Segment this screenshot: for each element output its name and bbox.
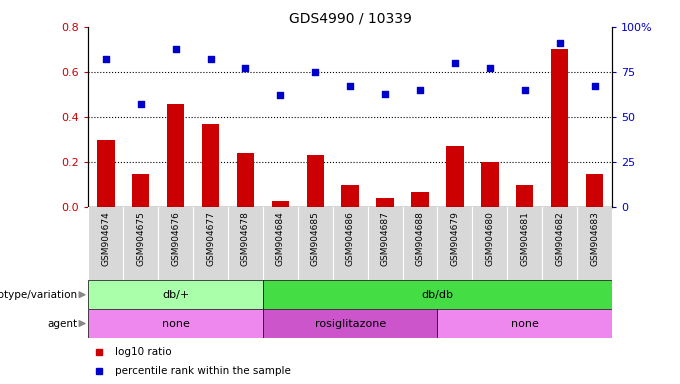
Point (449, 60, 460, 66)
Point (415, 87, 426, 93)
Point (135, 101, 146, 108)
Bar (272, 200, 289, 207)
Bar (437, 309, 612, 338)
Bar (88, 309, 263, 338)
Bar (237, 153, 254, 207)
Text: GSM904680: GSM904680 (486, 211, 494, 266)
Text: db/db: db/db (422, 290, 454, 300)
Text: GSM904676: GSM904676 (171, 211, 180, 266)
Text: GSM904688: GSM904688 (415, 211, 424, 266)
Bar (551, 50, 568, 207)
Bar (377, 198, 394, 207)
Point (345, 83, 356, 89)
Point (101, 56, 112, 63)
Text: agent: agent (48, 318, 78, 329)
Point (310, 69, 321, 75)
Text: GSM904687: GSM904687 (381, 211, 390, 266)
Text: log10 ratio: log10 ratio (114, 347, 171, 357)
Bar (263, 280, 612, 309)
Bar (202, 124, 219, 207)
Bar (341, 185, 359, 207)
Bar (516, 185, 534, 207)
Text: GSM904681: GSM904681 (520, 211, 529, 266)
Bar (132, 174, 150, 207)
Bar (88, 280, 263, 309)
Point (484, 65, 495, 71)
Point (554, 40, 565, 46)
Bar (446, 146, 464, 207)
Title: GDS4990 / 10339: GDS4990 / 10339 (289, 12, 411, 26)
Point (520, 87, 530, 93)
Text: rosiglitazone: rosiglitazone (315, 318, 386, 329)
Text: GSM904683: GSM904683 (590, 211, 599, 266)
Text: genotype/variation: genotype/variation (0, 290, 78, 300)
Text: GSM904677: GSM904677 (206, 211, 215, 266)
Bar (167, 104, 184, 207)
Text: none: none (511, 318, 539, 329)
Text: none: none (162, 318, 190, 329)
Bar (585, 174, 603, 207)
Point (170, 45, 181, 51)
Text: GSM904674: GSM904674 (101, 211, 110, 266)
Text: percentile rank within the sample: percentile rank within the sample (114, 366, 290, 376)
Text: GSM904682: GSM904682 (555, 211, 564, 266)
Point (275, 93, 286, 99)
Text: GSM904685: GSM904685 (311, 211, 320, 266)
Bar (481, 162, 498, 207)
Point (205, 56, 216, 63)
Text: GSM904684: GSM904684 (276, 211, 285, 266)
Text: GSM904686: GSM904686 (345, 211, 355, 266)
Bar (97, 140, 114, 207)
Text: GSM904678: GSM904678 (241, 211, 250, 266)
Point (589, 83, 600, 89)
Point (379, 91, 390, 97)
Text: GSM904679: GSM904679 (450, 211, 460, 266)
Text: db/+: db/+ (162, 290, 189, 300)
Bar (307, 156, 324, 207)
Point (240, 65, 251, 71)
Bar (411, 192, 428, 207)
Bar (263, 309, 437, 338)
Text: GSM904675: GSM904675 (136, 211, 146, 266)
